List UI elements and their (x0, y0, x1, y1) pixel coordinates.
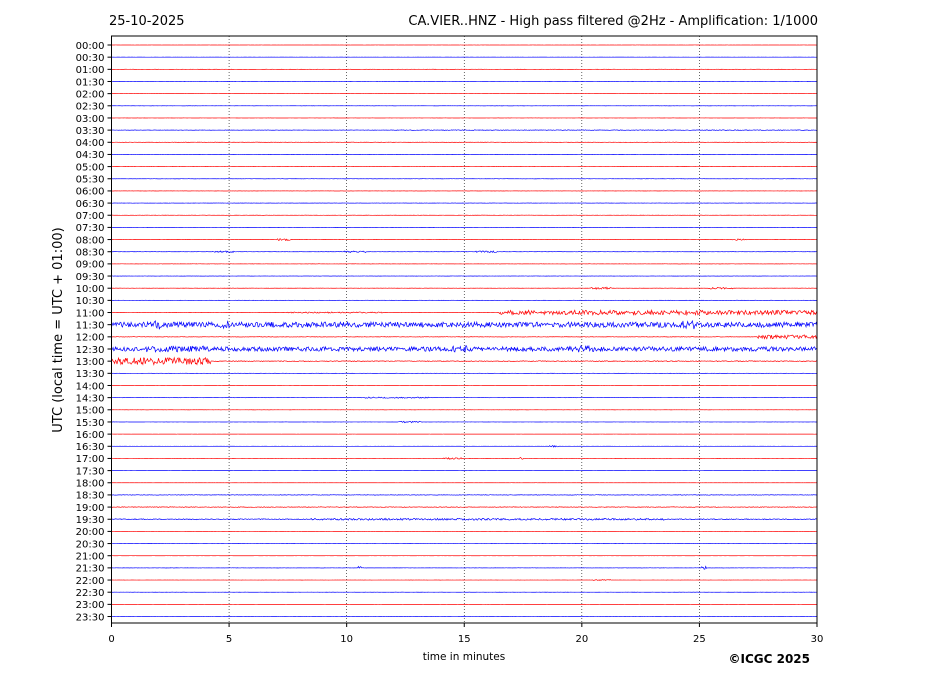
row-time-label: 02:00 (76, 89, 105, 100)
trace-2200 (111, 578, 818, 581)
row-time-label: 17:30 (76, 466, 105, 477)
row-time-label: 12:00 (76, 333, 105, 344)
row-time-label: 16:30 (76, 442, 105, 453)
row-time-label: 20:00 (76, 527, 105, 538)
seismic-traces (111, 44, 818, 617)
row-time-label: 08:30 (76, 248, 105, 259)
trace-1630 (111, 444, 818, 448)
date-label: 25-10-2025 (109, 14, 185, 29)
row-time-label: 18:00 (76, 479, 105, 490)
row-time-label: 03:00 (76, 114, 105, 125)
row-time-label: 23:00 (76, 600, 105, 611)
row-time-label: 22:30 (76, 588, 105, 599)
row-time-label: 04:30 (76, 150, 105, 161)
row-time-label: 11:00 (76, 308, 105, 319)
row-time-label: 13:30 (76, 369, 105, 380)
trace-1100 (111, 308, 818, 317)
row-time-label: 01:30 (76, 77, 105, 88)
row-time-label: 16:00 (76, 430, 105, 441)
trace-1430 (111, 396, 818, 399)
row-time-label: 12:30 (76, 345, 105, 356)
row-time-label: 09:30 (76, 272, 105, 283)
row-time-label: 18:30 (76, 491, 105, 502)
trace-0330 (111, 129, 818, 131)
row-time-label: 11:30 (76, 320, 105, 331)
row-time-label: 10:00 (76, 284, 105, 295)
trace-1200 (111, 334, 818, 340)
x-tick-label: 10 (340, 634, 353, 645)
trace-1530 (111, 420, 817, 424)
trace-1000 (111, 286, 818, 290)
x-tick-label: 0 (108, 634, 114, 645)
row-time-label: 07:30 (76, 223, 105, 234)
chart-title: CA.VIER..HNZ - High pass filtered @2Hz -… (408, 14, 818, 29)
row-time-label: 00:00 (76, 41, 105, 52)
row-time-label: 22:00 (76, 576, 105, 587)
row-time-label: 05:30 (76, 175, 105, 186)
row-time-label: 17:00 (76, 454, 105, 465)
row-time-label: 03:30 (76, 126, 105, 137)
x-tick-label: 5 (226, 634, 232, 645)
x-tick-label: 20 (575, 634, 588, 645)
row-time-label: 14:00 (76, 381, 105, 392)
row-time-label: 15:00 (76, 406, 105, 417)
plot-frame (111, 35, 818, 624)
row-time-label: 21:30 (76, 564, 105, 575)
trace-0800 (111, 238, 818, 242)
row-time-label: 02:30 (76, 102, 105, 113)
x-axis-ticks: 0 5 10 15 20 25 30 (108, 623, 823, 645)
trace-1930 (111, 517, 818, 521)
row-time-label: 14:30 (76, 393, 105, 404)
row-time-label: 19:00 (76, 503, 105, 514)
row-time-label: 06:00 (76, 187, 105, 198)
x-axis-label: time in minutes (423, 651, 505, 663)
trace-2130 (111, 565, 818, 570)
trace-1700 (111, 457, 818, 460)
trace-1830 (111, 494, 818, 496)
trace-1900 (111, 506, 818, 508)
trace-1130 (111, 319, 818, 330)
time-gridlines (228, 36, 700, 623)
row-time-label: 07:00 (76, 211, 105, 222)
x-tick-label: 15 (458, 634, 471, 645)
trace-1230 (111, 344, 818, 353)
row-time-label: 09:00 (76, 260, 105, 271)
row-time-label: 19:30 (76, 515, 105, 526)
row-time-label: 08:00 (76, 235, 105, 246)
x-tick-label: 30 (811, 634, 824, 645)
row-time-label: 10:30 (76, 296, 105, 307)
row-time-label: 00:30 (76, 53, 105, 64)
row-time-label: 06:30 (76, 199, 105, 210)
row-time-label: 05:00 (76, 162, 105, 173)
trace-0830 (111, 250, 818, 254)
row-time-label: 21:00 (76, 552, 105, 563)
x-tick-label: 25 (693, 634, 706, 645)
row-time-label: 20:30 (76, 539, 105, 550)
row-time-label: 15:30 (76, 418, 105, 429)
y-axis-label: UTC (local time = UTC + 01:00) (51, 227, 66, 432)
copyright-label: ©ICGC 2025 (728, 652, 810, 666)
trace-1300 (111, 356, 818, 366)
row-time-label: 23:30 (76, 612, 105, 623)
row-time-label: 04:00 (76, 138, 105, 149)
row-time-label: 01:00 (76, 65, 105, 76)
row-time-label: 13:00 (76, 357, 105, 368)
